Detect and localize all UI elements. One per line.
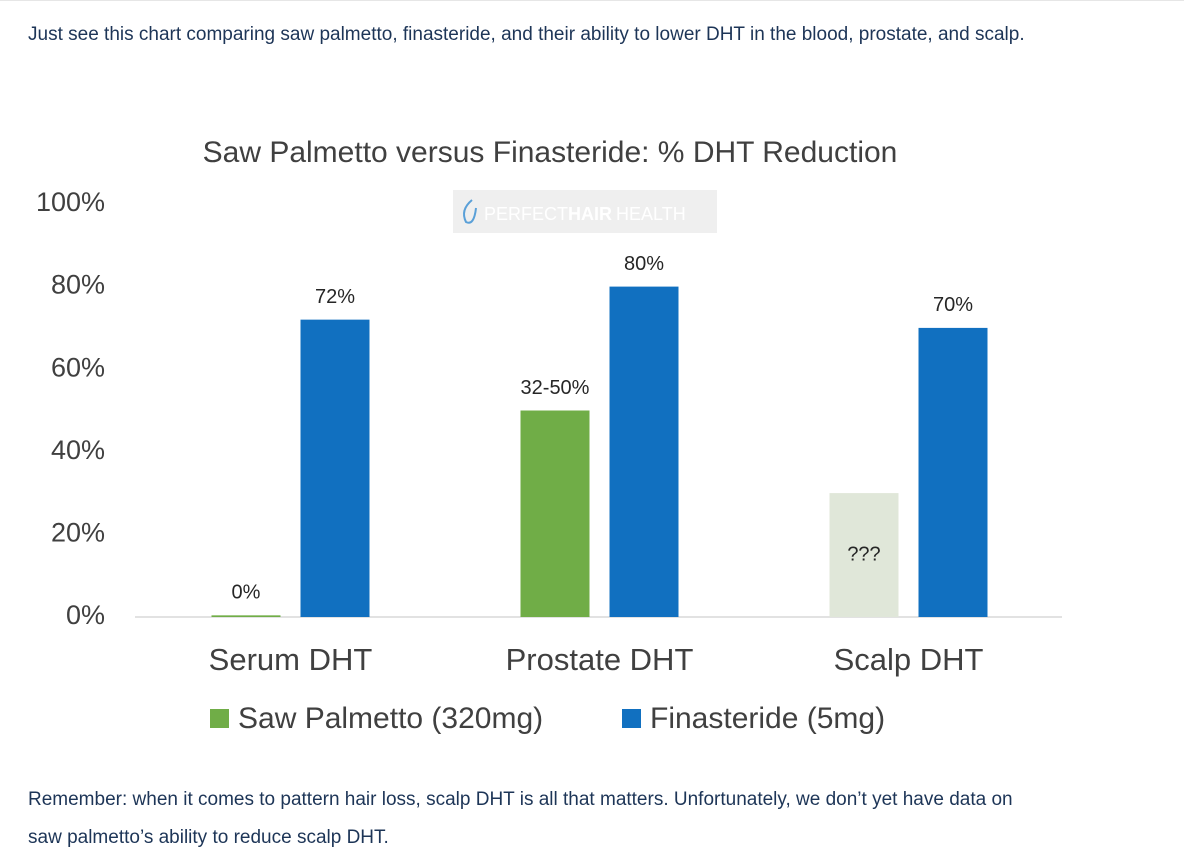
top-border <box>0 0 1184 1</box>
watermark-icon <box>463 199 477 224</box>
legend-label: Saw Palmetto (320mg) <box>238 702 543 735</box>
intro-text: Just see this chart comparing saw palmet… <box>28 24 1025 45</box>
legend-label: Finasteride (5mg) <box>650 702 885 735</box>
y-tick-label: 40% <box>51 435 105 465</box>
data-label: ??? <box>847 543 880 565</box>
watermark: PERFECTHAIR HEALTH <box>484 204 686 224</box>
data-label: 72% <box>315 286 355 308</box>
legend-swatch <box>210 709 229 728</box>
y-tick-label: 80% <box>51 270 105 300</box>
y-tick-label: 60% <box>51 352 105 382</box>
bar <box>609 286 679 617</box>
watermark-part: HEALTH <box>616 204 686 224</box>
x-tick-label: Scalp DHT <box>834 642 984 677</box>
watermark-part: PERFECT <box>484 204 568 224</box>
data-label: 0% <box>232 582 261 604</box>
y-tick-label: 0% <box>66 600 105 630</box>
data-label: 32-50% <box>521 377 590 399</box>
x-tick-label: Prostate DHT <box>506 642 694 677</box>
chart: PERFECTHAIR HEALTH Saw Palmetto versus Fi… <box>36 136 1062 735</box>
bar <box>300 319 370 617</box>
data-label: 70% <box>933 294 973 316</box>
watermark-part: HAIR <box>568 204 612 224</box>
chart-title: Saw Palmetto versus Finasteride: % DHT R… <box>203 136 898 169</box>
y-tick-label: 100% <box>36 187 105 217</box>
y-tick-label: 20% <box>51 518 105 548</box>
outro-text: Remember: when it comes to pattern hair … <box>28 789 1013 848</box>
bar <box>829 493 899 617</box>
legend-swatch <box>622 709 641 728</box>
x-tick-label: Serum DHT <box>209 642 373 677</box>
bar <box>211 615 281 617</box>
watermark-box <box>453 190 717 233</box>
bar <box>918 327 988 617</box>
data-label: 80% <box>624 253 664 275</box>
bar <box>520 410 590 617</box>
